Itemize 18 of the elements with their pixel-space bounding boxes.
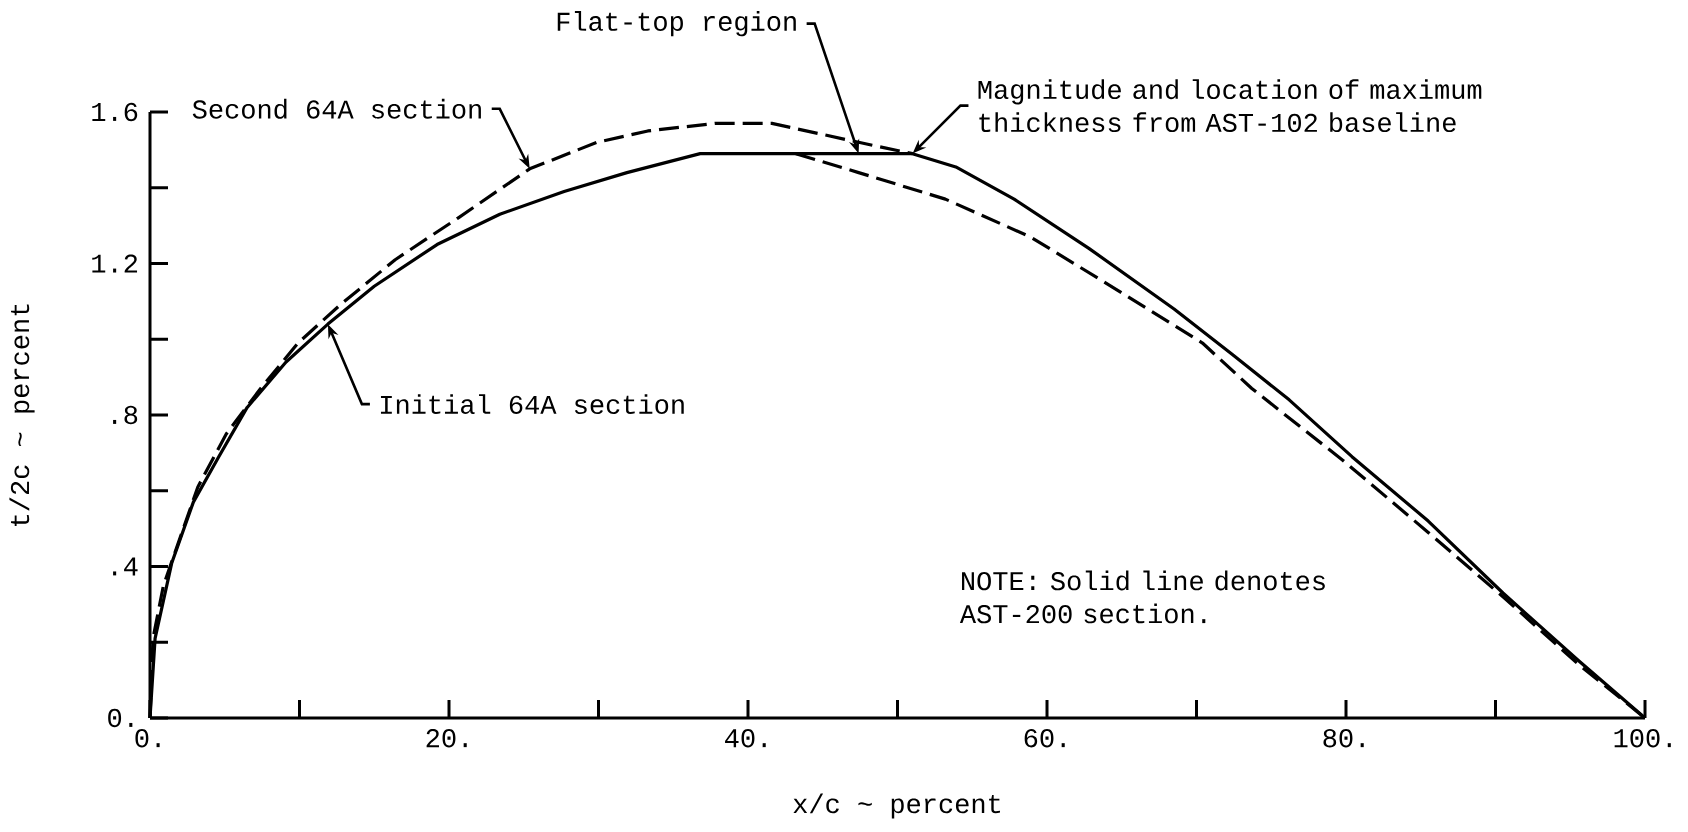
x-tick-label: 0. (135, 729, 160, 748)
x-tick-label: 80. (1323, 729, 1364, 748)
annotation: NOTE: Solid line denotes AST-200 section. (959, 570, 1325, 624)
x-tick-label: 40. (725, 729, 766, 748)
y-tick-label: 1.6 (92, 102, 138, 122)
x-tick-label: 60. (1024, 729, 1065, 748)
annotation: Flat-top region (557, 11, 796, 37)
x-tick-label: 20. (426, 729, 467, 748)
y-tick-label: 1.2 (92, 254, 138, 273)
y-axis-title: t/2c ~ percent (9, 304, 35, 526)
annotation: Second 64A section (192, 98, 481, 119)
annotation: Magnitude and location of maximum thickness from AST-102 baseline (978, 79, 1482, 133)
x-tick-label: 100. (1614, 729, 1671, 748)
y-tick-label: .4 (113, 557, 138, 576)
x-axis-title: x/c ~ percent (793, 793, 1001, 819)
y-tick-label: 0. (108, 708, 133, 728)
y-tick-label: .8 (113, 405, 138, 425)
annotation: Initial 64A section (380, 394, 684, 414)
